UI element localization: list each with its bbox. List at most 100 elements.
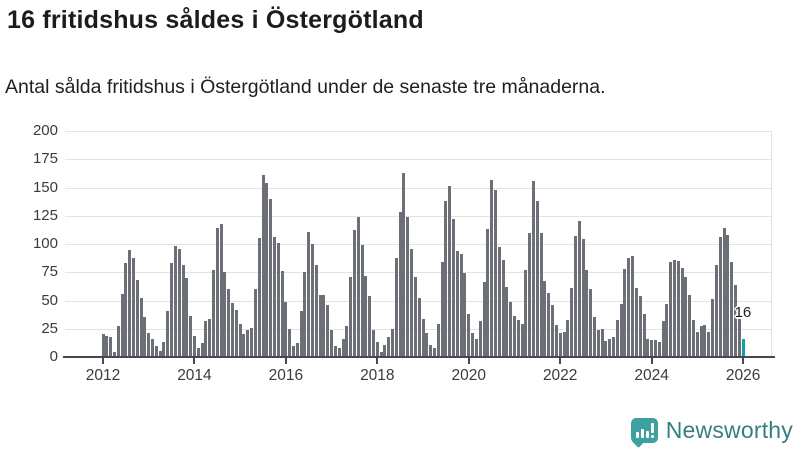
bar <box>589 289 593 357</box>
bar <box>688 294 692 357</box>
bar <box>284 301 288 357</box>
x-axis-tick-label: 2018 <box>360 367 395 384</box>
bar <box>192 335 196 357</box>
bar <box>135 280 139 357</box>
y-axis-tick-label: 200 <box>32 122 58 139</box>
bar <box>638 295 642 357</box>
bar <box>242 334 246 357</box>
bar <box>436 324 440 357</box>
bar <box>154 345 158 357</box>
bar <box>497 247 501 357</box>
highlighted-latest-bar <box>741 338 745 357</box>
bar <box>707 332 711 357</box>
y-axis-tick-label: 50 <box>41 291 58 309</box>
bar <box>676 260 680 357</box>
newsworthy-speech-bubble-barchart-icon <box>630 418 658 448</box>
bar <box>101 334 105 357</box>
bar <box>478 320 482 357</box>
bar <box>608 338 612 357</box>
y-gridline <box>65 187 772 189</box>
bar <box>733 284 737 357</box>
bar <box>311 244 315 357</box>
bar <box>673 259 676 357</box>
x-axis-tick <box>284 358 287 364</box>
bar <box>600 328 604 357</box>
bar <box>166 310 170 357</box>
bar <box>211 269 215 357</box>
bar <box>307 231 311 357</box>
x-axis-tick <box>193 358 196 364</box>
bar <box>265 182 269 357</box>
bar <box>261 175 265 357</box>
bar <box>562 332 566 357</box>
x-axis-line <box>63 356 775 358</box>
y-axis-tick-label: 175 <box>32 150 58 168</box>
bar <box>333 345 337 357</box>
y-axis-tick-label: 100 <box>32 235 58 252</box>
bar <box>493 189 497 357</box>
bar <box>573 236 577 357</box>
bar <box>684 276 688 357</box>
bar <box>322 294 326 357</box>
bar <box>486 229 490 357</box>
y-axis-tick-label: 25 <box>41 319 58 337</box>
latest-value-label: 16 <box>734 304 752 321</box>
bar <box>623 268 627 357</box>
bar <box>223 272 227 357</box>
bar <box>364 275 368 357</box>
bar <box>173 246 177 357</box>
x-axis-tick <box>650 358 653 364</box>
bar <box>238 324 242 357</box>
x-axis-tick <box>376 358 379 364</box>
bar <box>711 299 715 357</box>
bar <box>314 265 318 357</box>
bar <box>391 328 395 357</box>
bar <box>372 329 375 357</box>
y-axis-tick-label: 0 <box>49 348 58 365</box>
bar <box>554 325 558 357</box>
bar <box>109 336 113 357</box>
bar <box>208 318 212 357</box>
newsworthy-logo: Newsworthy <box>630 417 793 448</box>
bar <box>303 272 307 357</box>
bar <box>512 316 516 357</box>
bar <box>737 311 741 357</box>
bar <box>337 347 341 357</box>
bar <box>452 219 456 357</box>
bar <box>356 216 360 357</box>
x-axis-tick <box>102 358 104 364</box>
bar <box>379 352 383 357</box>
bar <box>551 305 555 357</box>
x-axis-tick-label: 2026 <box>725 367 761 384</box>
bar <box>417 298 421 357</box>
bar <box>524 269 528 357</box>
bar <box>528 232 532 357</box>
bar <box>631 256 635 357</box>
bar <box>482 282 486 357</box>
bar <box>151 338 155 357</box>
y-gridline <box>65 272 772 274</box>
bar <box>250 327 254 357</box>
bar <box>463 273 467 357</box>
bar <box>669 262 673 357</box>
bar <box>257 238 261 357</box>
bar <box>429 344 433 357</box>
bar <box>162 342 166 357</box>
bar <box>642 314 646 357</box>
x-axis-tick <box>467 358 470 364</box>
bar <box>143 317 147 357</box>
bar <box>730 262 734 357</box>
bar <box>124 263 128 357</box>
bar <box>292 345 295 357</box>
bar <box>490 179 494 357</box>
bar <box>596 329 600 357</box>
bar <box>726 234 730 357</box>
bar <box>615 319 619 357</box>
bar <box>215 228 219 357</box>
bar <box>413 276 417 357</box>
bar <box>352 230 356 357</box>
bar <box>543 281 547 357</box>
bar <box>432 347 436 357</box>
bar <box>444 201 448 357</box>
